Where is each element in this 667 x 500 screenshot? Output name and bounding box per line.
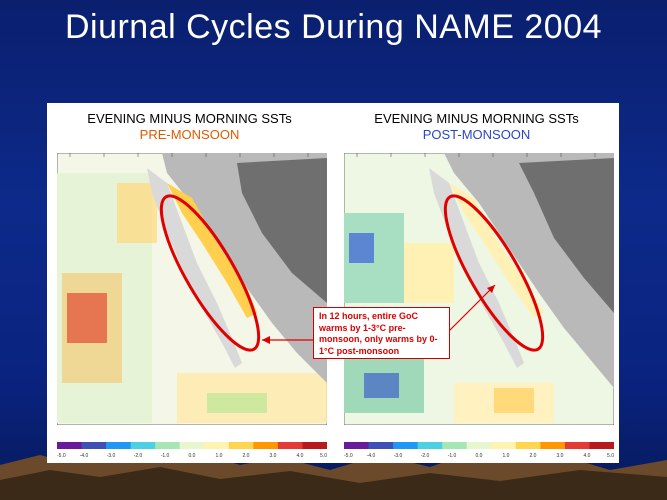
colorbar-tick-label: -4.0	[80, 453, 89, 459]
colorbar-swatch	[253, 442, 279, 449]
colorbar-swatch	[57, 442, 83, 449]
colorbar-tick-label: 0.0	[476, 453, 483, 459]
colorbar-swatch	[540, 442, 566, 449]
colorbar-tick-label: -5.0	[57, 453, 66, 459]
colorbar-tick-label: -1.0	[448, 453, 457, 459]
colorbar-swatch	[564, 442, 590, 449]
colorbar-tick-label: 2.0	[530, 453, 537, 459]
colorbar-swatch	[277, 442, 303, 449]
colorbar-tick-label: -2.0	[421, 453, 430, 459]
panel-subtitle: PRE-MONSOON	[139, 127, 240, 142]
colorbar-tick-label: -1.0	[161, 453, 170, 459]
figure-panels: EVENING MINUS MORNING SSTs PRE-MONSOON	[47, 103, 619, 463]
colorbar-tick-label: 4.0	[297, 453, 304, 459]
colorbar-tick-label: -4.0	[367, 453, 376, 459]
colorbar-swatch	[204, 442, 230, 449]
colorbar-swatch	[130, 442, 156, 449]
colorbar-swatch	[368, 442, 394, 449]
colorbar-post-monsoon: -5.0 -4.0 -3.0 -2.0 -1.0 0.0 1.0 2.0 3.0 4.0 5.0	[344, 442, 614, 459]
post-monsoon-panel: EVENING MINUS MORNING SSTs POST-MONSOON	[334, 103, 619, 463]
colorbar-tick-label: 4.0	[584, 453, 591, 459]
colorbar-swatch	[106, 442, 132, 449]
colorbar-swatch	[466, 442, 492, 449]
colorbar-swatch	[344, 442, 370, 449]
colorbar-swatch	[228, 442, 254, 449]
slide-title: Diurnal Cycles During NAME 2004	[64, 8, 603, 46]
colorbar-tick-label: -3.0	[394, 453, 403, 459]
colorbar-tick-label: 2.0	[243, 453, 250, 459]
panel-subtitle: POST-MONSOON	[422, 127, 531, 142]
annotation-callout: In 12 hours, entire GoC warms by 1-3°C p…	[313, 307, 450, 359]
colorbar-swatch	[302, 442, 327, 449]
colorbar-tick-label: 0.0	[189, 453, 196, 459]
colorbar-tick-label: 3.0	[270, 453, 277, 459]
colorbar-swatch	[393, 442, 419, 449]
colorbar-swatch	[81, 442, 107, 449]
colorbar-tick-label: 5.0	[607, 453, 614, 459]
colorbar-swatch	[179, 442, 205, 449]
colorbar-swatch	[442, 442, 468, 449]
colorbar-tick-label: 1.0	[503, 453, 510, 459]
colorbar-swatch	[155, 442, 181, 449]
colorbar-tick-label: -5.0	[344, 453, 353, 459]
colorbar-tick-label: 5.0	[320, 453, 327, 459]
panel-title: EVENING MINUS MORNING SSTs	[87, 111, 292, 126]
panel-title: EVENING MINUS MORNING SSTs	[374, 111, 579, 126]
colorbar-tick-label: 3.0	[557, 453, 564, 459]
colorbar-tick-label: 1.0	[216, 453, 223, 459]
colorbar-swatch	[515, 442, 541, 449]
colorbar-swatch	[417, 442, 443, 449]
colorbar-swatch	[491, 442, 517, 449]
sst-map-pre-monsoon	[57, 153, 327, 425]
pre-monsoon-panel: EVENING MINUS MORNING SSTs PRE-MONSOON	[47, 103, 332, 463]
sst-map-post-monsoon	[344, 153, 614, 425]
colorbar-tick-label: -2.0	[134, 453, 143, 459]
colorbar-swatch	[589, 442, 614, 449]
colorbar-pre-monsoon: -5.0 -4.0 -3.0 -2.0 -1.0 0.0 1.0 2.0 3.0 4.0 5.0	[57, 442, 327, 459]
colorbar-tick-label: -3.0	[107, 453, 116, 459]
